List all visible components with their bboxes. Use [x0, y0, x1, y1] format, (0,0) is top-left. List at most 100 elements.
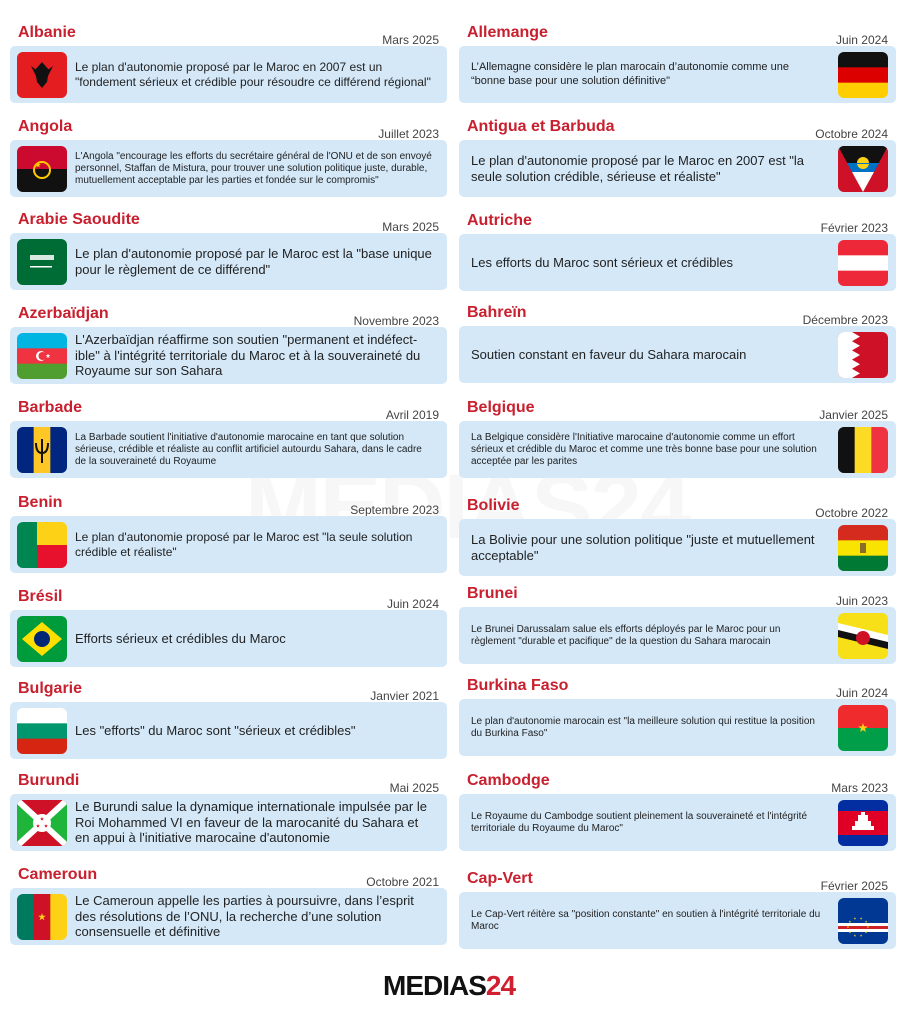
statement-date: Octobre 2022 [815, 506, 888, 520]
country-entry-cameroun: Cameroun Octobre 2021 Le Cameroun appell… [10, 864, 447, 954]
statement-text: Le Brunei Darussalam salue els efforts d… [471, 623, 781, 647]
bulgaria-flag-icon [17, 708, 67, 754]
statement-text: Le Cap-Vert réitère sa "position constan… [471, 908, 821, 932]
country-name: Brunei [467, 585, 518, 602]
statement-text: Le plan d'autonomie marocain est "la mei… [471, 715, 815, 739]
country-name: Bulgarie [18, 680, 83, 697]
statement-date: Février 2023 [820, 221, 888, 235]
statement-card: Soutien constant en faveur du Sahara mar… [459, 326, 896, 383]
country-entry-cap-vert: Cap-Vert Février 2025 Le Cap-Vert réitèr… [459, 868, 896, 958]
statement-text: L’Allemagne considère le plan marocain d… [471, 61, 789, 87]
statement-card: Les "efforts" du Maroc sont "sérieux et … [10, 702, 447, 759]
statement-date: Février 2025 [820, 879, 888, 893]
country-entry-burkina-faso: Burkina Faso Juin 2024 Le plan d'autonom… [459, 675, 896, 765]
country-entry-burundi: Burundi Mai 2025 Le Burundi salue la dyn… [10, 770, 447, 860]
statement-text: L'Azerbaïdjan réaffirme son soutien "per… [75, 332, 421, 379]
statement-date: Octobre 2021 [366, 875, 439, 889]
country-name: Cap-Vert [467, 870, 533, 887]
statement-card: La Bolivie pour une solution politique "… [459, 519, 896, 576]
statement-text: Les efforts du Maroc sont sérieux et cré… [471, 254, 734, 270]
country-entry-brunei: Brunei Juin 2023 Le Brunei Darussalam sa… [459, 583, 896, 673]
country-name: Allemange [467, 24, 548, 41]
statement-text: Le plan d'autonomie proposé par le Maroc… [75, 245, 432, 277]
statement-card: La Belgique considère l'Initiative maroc… [459, 421, 896, 478]
statement-card: Le Brunei Darussalam salue els efforts d… [459, 607, 896, 664]
statement-text: Soutien constant en faveur du Sahara mar… [471, 346, 747, 362]
statement-date: Juin 2024 [386, 597, 439, 611]
statement-date: Novembre 2023 [353, 314, 439, 328]
country-entry-arabie-saoudite: Arabie Saoudite Mars 2025 Le plan d'auto… [10, 209, 447, 299]
statement-text: La Barbade soutient l'initiative d'auton… [75, 431, 422, 467]
country-entry-allemange: Allemange Juin 2024 L’Allemagne considèr… [459, 22, 896, 112]
country-entry-albanie: Albanie Mars 2025 Le plan d'autonomie pr… [10, 22, 447, 112]
statement-text: Le plan d'autonomie proposé par le Maroc… [471, 152, 805, 184]
statement-date: Octobre 2024 [815, 127, 888, 141]
country-name: Azerbaïdjan [18, 305, 109, 322]
brunei-flag-icon [838, 613, 888, 659]
statement-card: L'Azerbaïdjan réaffirme son soutien "per… [10, 327, 447, 384]
logo-number: 24 [485, 970, 516, 1001]
statement-card: Le plan d'autonomie proposé par le Maroc… [10, 46, 447, 103]
statement-card: Le plan d'autonomie proposé par le Maroc… [10, 233, 447, 290]
statement-card: Le plan d'autonomie proposé par le Maroc… [459, 140, 896, 197]
bolivia-flag-icon [838, 525, 888, 571]
azerbaijan-flag-icon [17, 333, 67, 379]
statement-text: Efforts sérieux et crédibles du Maroc [75, 630, 286, 646]
country-entry-autriche: Autriche Février 2023 Les efforts du Mar… [459, 210, 896, 300]
statement-date: Juin 2024 [835, 686, 888, 700]
country-entry-belgique: Belgique Janvier 2025 La Belgique consid… [459, 397, 896, 487]
country-name: Belgique [467, 399, 535, 416]
statement-card: Efforts sérieux et crédibles du Maroc [10, 610, 447, 667]
statement-card: Les efforts du Maroc sont sérieux et cré… [459, 234, 896, 291]
statement-card: Le Cap-Vert réitère sa "position constan… [459, 892, 896, 949]
albania-flag-icon [17, 52, 67, 98]
statement-card: Le Burundi salue la dynamique internatio… [10, 794, 447, 851]
statement-text: La Bolivie pour une solution politique "… [471, 531, 815, 563]
statement-card: Le plan d'autonomie proposé par le Maroc… [10, 516, 447, 573]
burundi-flag-icon [17, 800, 67, 846]
statement-text: L'Angola "encourage les efforts du secré… [75, 150, 432, 186]
country-name: Antigua et Barbuda [467, 118, 615, 135]
country-entry-angola: Angola Juillet 2023 L'Angola "encourage … [10, 116, 447, 206]
country-entry-antigua-et-barbuda: Antigua et Barbuda Octobre 2024 Le plan … [459, 116, 896, 206]
country-name: Bahreïn [467, 304, 527, 321]
medias24-logo: MEDIAS24 [383, 970, 516, 1002]
country-name: Autriche [467, 212, 532, 229]
statement-date: Avril 2019 [385, 408, 439, 422]
statement-date: Mars 2025 [382, 33, 439, 47]
belgium-flag-icon [838, 427, 888, 473]
statement-text: Les "efforts" du Maroc sont "sérieux et … [75, 722, 356, 738]
statement-date: Décembre 2023 [802, 313, 888, 327]
logo-text: MEDIAS [383, 970, 487, 1001]
country-name: Angola [18, 118, 73, 135]
country-name: Barbade [18, 399, 83, 416]
statement-date: Janvier 2021 [370, 689, 439, 703]
statement-date: Juin 2023 [835, 594, 888, 608]
country-entry-barbade: Barbade Avril 2019 La Barbade soutient l… [10, 397, 447, 487]
country-name: Brésil [18, 588, 63, 605]
bahrain-flag-icon [838, 332, 888, 378]
statement-text: La Belgique considère l'Initiative maroc… [471, 431, 817, 467]
statement-text: Le plan d'autonomie proposé par le Maroc… [75, 60, 431, 89]
statement-card: Le Cameroun appelle les parties à poursu… [10, 888, 447, 945]
cambodia-flag-icon [838, 800, 888, 846]
antigua-flag-icon [838, 146, 888, 192]
statement-date: Mars 2025 [382, 220, 439, 234]
statement-text: Le Burundi salue la dynamique internatio… [75, 799, 427, 846]
burkina-flag-icon [838, 705, 888, 751]
country-name: Burkina Faso [467, 677, 569, 694]
statement-date: Juillet 2023 [378, 127, 439, 141]
statement-card: La Barbade soutient l'initiative d'auton… [10, 421, 447, 478]
saudi-flag-icon [17, 239, 67, 285]
country-name: Bolivie [467, 497, 520, 514]
statement-date: Janvier 2025 [819, 408, 888, 422]
country-entry-cambodge: Cambodge Mars 2023 Le Royaume du Cambodg… [459, 770, 896, 860]
statement-date: Mars 2023 [831, 781, 888, 795]
brazil-flag-icon [17, 616, 67, 662]
country-name: Cambodge [467, 772, 550, 789]
statement-date: Mai 2025 [389, 781, 439, 795]
country-entry-bahrein: Bahreïn Décembre 2023 Soutien constant e… [459, 302, 896, 392]
cape-verde-flag-icon [838, 898, 888, 944]
country-entry-bulgarie: Bulgarie Janvier 2021 Les "efforts" du M… [10, 678, 447, 768]
statement-card: L'Angola "encourage les efforts du secré… [10, 140, 447, 197]
